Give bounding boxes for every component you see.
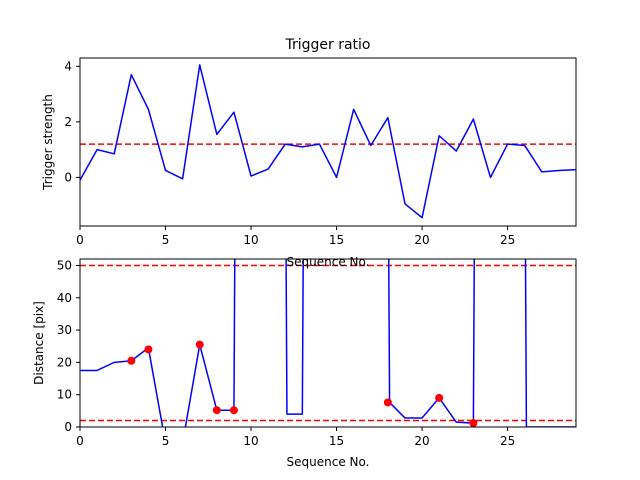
data-point-marker	[195, 340, 204, 349]
y-tick-label: 0	[64, 420, 72, 434]
data-point-marker	[229, 406, 238, 415]
x-tick-label: 10	[243, 233, 258, 247]
data-point-marker	[212, 406, 221, 415]
chart-title: Trigger ratio	[284, 37, 370, 53]
y-tick-label: 0	[64, 170, 72, 184]
x-tick-label: 20	[414, 434, 429, 448]
x-tick-label: 0	[76, 434, 84, 448]
data-point-marker	[435, 393, 444, 402]
data-point-marker	[383, 398, 392, 407]
y-tick-label: 10	[57, 388, 72, 402]
plot-area	[80, 64, 576, 219]
x-tick-label: 0	[76, 233, 84, 247]
distance-subplot: 0 5 10 15 20 25 0 10 20 30 40 50 Distance [pix] Seq…	[32, 258, 577, 469]
x-tick-label: 15	[329, 233, 344, 247]
data-point-marker	[469, 419, 478, 427]
plot-area	[80, 259, 576, 427]
x-tick-label: 10	[243, 434, 258, 448]
x-tick-label: 5	[162, 233, 170, 247]
series-line	[80, 64, 576, 219]
x-tick-label: 20	[414, 233, 429, 247]
x-axis-label-top: Sequence No.	[287, 255, 370, 269]
axes-frame	[79, 258, 577, 428]
y-tick-label: 50	[57, 258, 72, 272]
axis-ticks: 0 5 10 15 20 25 0 10 20 30 40 50	[57, 258, 516, 448]
y-axis-label: Trigger strength	[41, 94, 55, 191]
y-tick-label: 4	[64, 59, 72, 73]
trigger-ratio-subplot: Trigger ratio Trigger strength 0 5 10 15 20 2…	[41, 37, 577, 247]
y-tick-label: 40	[57, 291, 72, 305]
data-point-marker	[127, 356, 136, 365]
data-point-marker	[144, 345, 153, 354]
x-tick-label: 25	[500, 233, 515, 247]
y-tick-label: 20	[57, 355, 72, 369]
x-tick-label: 25	[500, 434, 515, 448]
y-axis-label: Distance [pix]	[32, 301, 46, 385]
x-tick-label: 15	[329, 434, 344, 448]
axis-ticks: 0 5 10 15 20 25 0 2 4	[64, 59, 515, 247]
y-tick-label: 30	[57, 323, 72, 337]
x-tick-label: 5	[162, 434, 170, 448]
x-axis-label: Sequence No.	[287, 455, 370, 469]
series-line	[80, 259, 576, 427]
y-tick-label: 2	[64, 115, 72, 129]
axes-frame	[79, 57, 577, 227]
